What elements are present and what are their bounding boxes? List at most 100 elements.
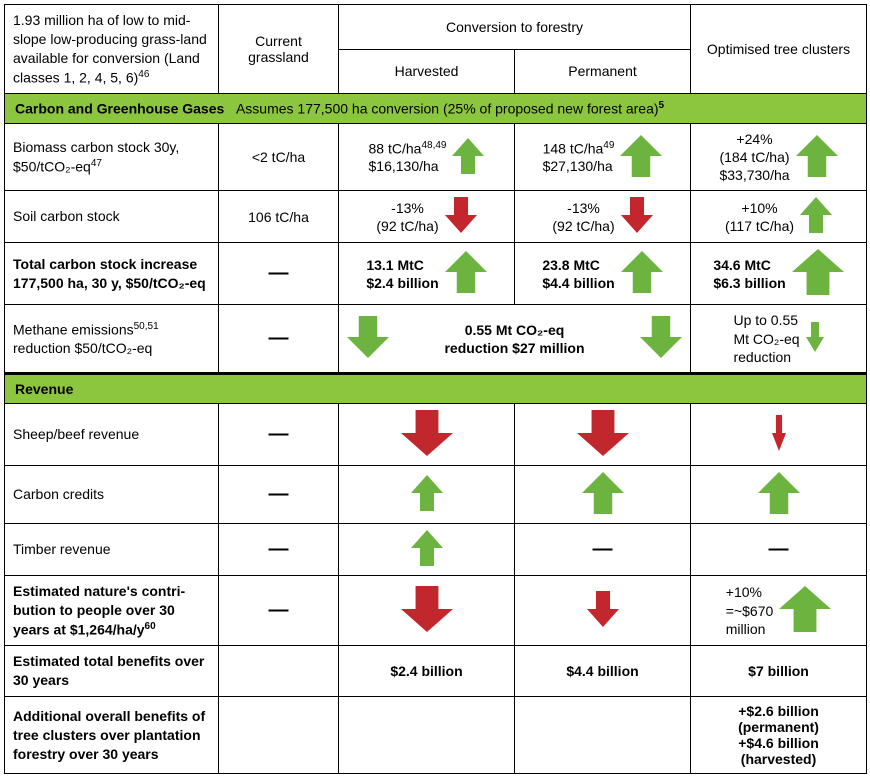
soil-harvested: -13%(92 tC/ha) (339, 191, 515, 243)
arrow-up-green-icon (411, 553, 443, 569)
timber-label: Timber revenue (5, 524, 219, 576)
total-carbon-permanent: 23.8 MtC $4.4 billion (515, 243, 691, 305)
arrow-down-green-icon (640, 316, 682, 361)
t: (92 tC/ha) (376, 218, 438, 234)
methane-clusters: Up to 0.55 Mt CO₂-eq reduction (691, 305, 867, 374)
t: 0.55 Mt CO₂-eq (465, 322, 565, 338)
total-carbon-harvested: 13.1 MtC$2.4 billion (339, 243, 515, 305)
arrow-up-green-icon (800, 197, 832, 236)
row-nature: Estimated nature's contri-bution to peop… (5, 576, 867, 646)
t: Methane emissions (13, 321, 134, 337)
t: 13.1 MtC (366, 257, 424, 273)
section1-subtitle: Assumes 177,500 ha conversion (25% of pr… (236, 101, 659, 117)
total-carbon-clusters: 34.6 MtC $6.3 billion (691, 243, 867, 305)
soil-label: Soil carbon stock (5, 191, 219, 243)
arrow-up-green-icon (758, 501, 800, 517)
row-biomass: Biomass carbon stock 30y, $50/tCO₂-eq47 … (5, 123, 867, 191)
header-row-1: 1.93 million ha of low to mid-slope low-… (5, 5, 867, 50)
arrow-down-red-icon (587, 614, 619, 630)
header-harvested: Harvested (339, 49, 515, 94)
soil-clusters: +10% (117 tC/ha) (691, 191, 867, 243)
header-landclass-text: 1.93 million ha of low to mid-slope low-… (13, 12, 207, 85)
section-carbon-header: Carbon and Greenhouse Gases Assumes 177,… (5, 94, 867, 124)
arrow-up-green-icon (620, 135, 662, 180)
t: Up to 0.55 (733, 312, 798, 328)
timber-grassland: — (219, 524, 339, 576)
header-conversion: Conversion to forestry (339, 5, 691, 50)
t: $16,130/ha (369, 158, 439, 174)
biomass-label: Biomass carbon stock 30y, $50/tCO₂-eq47 (5, 123, 219, 191)
section-revenue-title: Revenue (5, 374, 867, 404)
t: -13% (567, 200, 600, 216)
t: $4.4 billion (542, 275, 614, 291)
biomass-grassland: <2 tC/ha (219, 123, 339, 191)
nature-grassland: — (219, 576, 339, 646)
est-total-label: Estimated total benefits over 30 years (5, 646, 219, 697)
timber-harvested (339, 524, 515, 576)
t: reduction (733, 349, 791, 365)
t: Mt CO₂-eq (733, 331, 799, 347)
additional-label: Additional overall benefits of tree clus… (5, 697, 219, 774)
sheep-harvested (339, 404, 515, 466)
t: Estimated nature's contri-bution to peop… (13, 583, 185, 637)
total-carbon-grassland: — (219, 243, 339, 305)
est-total-clusters: $7 billion (691, 646, 867, 697)
blank (339, 697, 515, 774)
arrow-up-green-icon (792, 249, 844, 298)
nature-clusters: +10% =~$670 million (691, 576, 867, 646)
header-permanent: Permanent (515, 49, 691, 94)
timber-permanent: — (515, 524, 691, 576)
biomass-permanent: 148 tC/ha49$27,130/ha (515, 123, 691, 191)
credits-label: Carbon credits (5, 466, 219, 524)
sheep-grassland: — (219, 404, 339, 466)
blank (219, 646, 339, 697)
row-total-carbon: Total carbon stock increase 177,500 ha, … (5, 243, 867, 305)
sheep-clusters (691, 404, 867, 466)
arrow-down-red-icon (445, 197, 477, 236)
sup: 60 (145, 621, 156, 632)
t: million (726, 621, 766, 637)
arrow-up-green-icon (445, 251, 487, 296)
additional-clusters: +$2.6 billion (permanent) +$4.6 billion … (691, 697, 867, 774)
comparison-table: 1.93 million ha of low to mid-slope low-… (4, 4, 867, 774)
row-credits: Carbon credits — (5, 466, 867, 524)
section-carbon-title: Carbon and Greenhouse Gases Assumes 177,… (5, 94, 867, 124)
soil-grassland: 106 tC/ha (219, 191, 339, 243)
sup: 5 (659, 100, 665, 111)
arrow-down-red-icon (401, 443, 453, 459)
timber-clusters: — (691, 524, 867, 576)
arrow-up-green-icon (796, 135, 838, 180)
arrow-down-green-icon (806, 322, 824, 355)
row-methane: Methane emissions50,51 reduction $50/tCO… (5, 305, 867, 374)
arrow-up-green-icon (779, 586, 831, 635)
credits-grassland: — (219, 466, 339, 524)
sup: 47 (91, 158, 102, 169)
arrow-down-red-icon (577, 443, 629, 459)
t: +10% (741, 200, 777, 216)
section-revenue-header: Revenue (5, 374, 867, 404)
sheep-label: Sheep/beef revenue (5, 404, 219, 466)
total-carbon-label: Total carbon stock increase 177,500 ha, … (5, 243, 219, 305)
t: +10% (726, 584, 762, 600)
t: $33,730/ha (719, 167, 789, 183)
methane-merged: 0.55 Mt CO₂-eqreduction $27 million (339, 305, 691, 374)
header-current-grassland: Current grassland (219, 5, 339, 94)
est-total-harvested: $2.4 billion (339, 646, 515, 697)
t: reduction $50/tCO₂-eq (13, 340, 152, 356)
arrow-down-red-icon (621, 197, 653, 236)
credits-harvested (339, 466, 515, 524)
t: (117 tC/ha) (725, 218, 794, 234)
arrow-up-green-icon (621, 251, 663, 296)
t: $6.3 billion (713, 275, 785, 291)
nature-permanent (515, 576, 691, 646)
biomass-harvested: 88 tC/ha48,49$16,130/ha (339, 123, 515, 191)
row-soil: Soil carbon stock 106 tC/ha -13%(92 tC/h… (5, 191, 867, 243)
soil-permanent: -13%(92 tC/ha) (515, 191, 691, 243)
sup: 50,51 (134, 321, 159, 332)
row-additional: Additional overall benefits of tree clus… (5, 697, 867, 774)
t: 34.6 MtC (713, 257, 771, 273)
t: =~$670 (726, 603, 774, 619)
t: 23.8 MtC (542, 257, 600, 273)
arrow-down-red-icon (401, 619, 453, 635)
methane-label: Methane emissions50,51 reduction $50/tCO… (5, 305, 219, 374)
